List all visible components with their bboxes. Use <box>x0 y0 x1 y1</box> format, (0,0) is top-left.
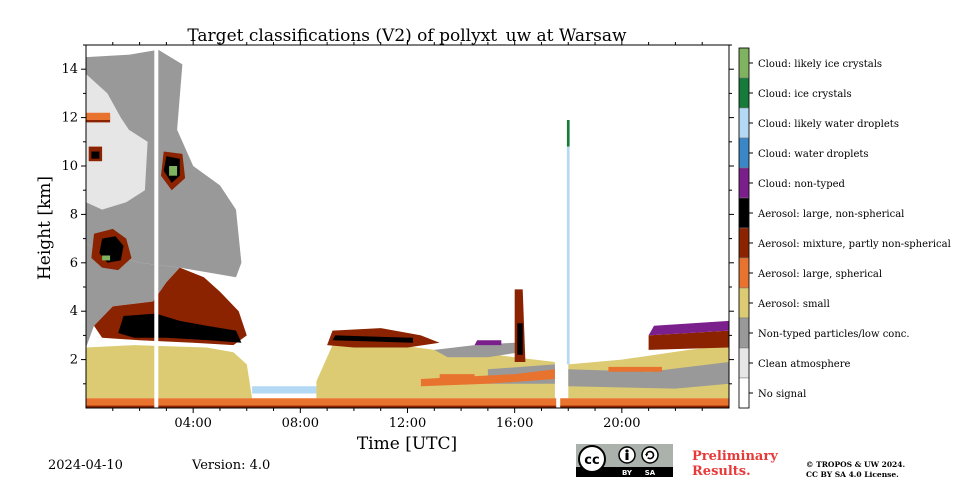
clump-ice-left <box>102 255 111 261</box>
legend-swatch <box>738 197 750 229</box>
by-label: BY <box>622 469 633 477</box>
layer-nonspherical-main <box>118 313 242 343</box>
y-tick-label: 2 <box>70 353 78 368</box>
x-tick-label: 04:00 <box>174 416 211 431</box>
legend-label: Cloud: non-typed <box>758 179 846 190</box>
x-tick-label: 08:00 <box>282 416 319 431</box>
gap-no-signal-1 <box>154 45 159 408</box>
layer-mixture-evening <box>648 330 729 350</box>
legend-swatch <box>738 257 750 289</box>
legend-label: No signal <box>758 389 806 400</box>
y-tick-label: 12 <box>61 111 78 126</box>
legend-swatch <box>738 317 750 349</box>
y-tick-label: 4 <box>70 304 78 319</box>
layer-spherical-ground <box>86 398 729 407</box>
y-tick-label: 14 <box>61 62 78 77</box>
preliminary-results-note: Preliminary Results. <box>692 449 778 479</box>
legend-label: Aerosol: mixture, partly non-spherical <box>757 239 951 250</box>
layer-non-typed-afternoon <box>434 342 520 358</box>
clump-nonspherical-high <box>91 151 100 159</box>
column-water-17h <box>566 146 570 365</box>
column-ice-17h <box>566 120 570 147</box>
layer-small-afternoon <box>316 342 555 399</box>
legend-label: Cloud: water droplets <box>758 149 869 160</box>
y-tick-label: 6 <box>70 256 78 271</box>
x-tick-label: 12:00 <box>389 416 426 431</box>
legend-label: Aerosol: large, non-spherical <box>757 209 904 220</box>
legend-swatch <box>738 377 750 409</box>
chart-title: Target classifications (V2) of pollyxt_u… <box>187 26 627 46</box>
y-tick-label: 10 <box>61 159 78 174</box>
y-axis-label: Height [km] <box>35 176 55 280</box>
cc-license-badge: cc BY SA <box>576 444 673 477</box>
legend-label: Cloud: likely ice crystals <box>758 59 882 70</box>
legend-label: Aerosol: small <box>757 299 830 310</box>
layer-mixture-ground <box>86 405 729 408</box>
clump-spherical-top <box>86 112 111 120</box>
cc-icon-label: cc <box>584 453 599 468</box>
clump-ice-cloud <box>169 166 178 176</box>
date-label: 2024-04-10 <box>48 458 123 473</box>
layer-cloud-nt-afternoon <box>474 340 502 346</box>
sa-icon <box>641 446 659 464</box>
layer-clean-valley <box>252 386 317 394</box>
layer-spherical-surface <box>420 369 555 387</box>
x-tick-label: 16:00 <box>496 416 533 431</box>
gap-no-signal-2 <box>556 45 561 408</box>
legend-swatch <box>738 107 750 139</box>
layer-nonspherical-plume <box>517 323 523 355</box>
layer-clean-upper <box>86 74 148 210</box>
layer-small-early <box>86 345 253 399</box>
version-label: Version: 4.0 <box>192 458 271 473</box>
layer-non-typed-evening <box>568 362 729 389</box>
axis-ticks: 04:00 08:00 12:00 16:00 20:00 2 4 6 8 10 12 14 <box>61 40 734 431</box>
legend-swatch <box>738 167 750 199</box>
legend-swatch <box>738 137 750 169</box>
x-axis-label: Time [UTC] <box>357 434 457 454</box>
layer-cloud-nt-evening <box>648 320 729 336</box>
layer-spherical-evening <box>608 366 662 372</box>
cc-icon <box>578 445 606 473</box>
legend-swatch <box>738 347 750 379</box>
legend-label: Cloud: likely water droplets <box>758 119 899 130</box>
legend-swatch <box>738 287 750 319</box>
legend-label: Cloud: ice crystals <box>758 89 852 100</box>
legend-label: Aerosol: large, spherical <box>757 269 882 280</box>
legend-swatch <box>738 47 750 79</box>
classification-heatmap <box>86 45 729 408</box>
y-tick-label: 8 <box>70 207 78 222</box>
sa-label: SA <box>645 469 656 477</box>
copyright-note: © TROPOS & UW 2024. CC BY SA 4.0 License… <box>806 460 906 479</box>
legend-label: Non-typed particles/low conc. <box>758 329 910 340</box>
x-tick-label: 20:00 <box>603 416 640 431</box>
legend-label: Clean atmosphere <box>758 359 851 370</box>
colorbar-legend: Cloud: likely ice crystals Cloud: ice cry… <box>738 47 951 409</box>
legend-swatch <box>738 227 750 259</box>
layer-nonspherical-afternoon <box>332 335 413 343</box>
legend-swatch <box>738 77 750 109</box>
